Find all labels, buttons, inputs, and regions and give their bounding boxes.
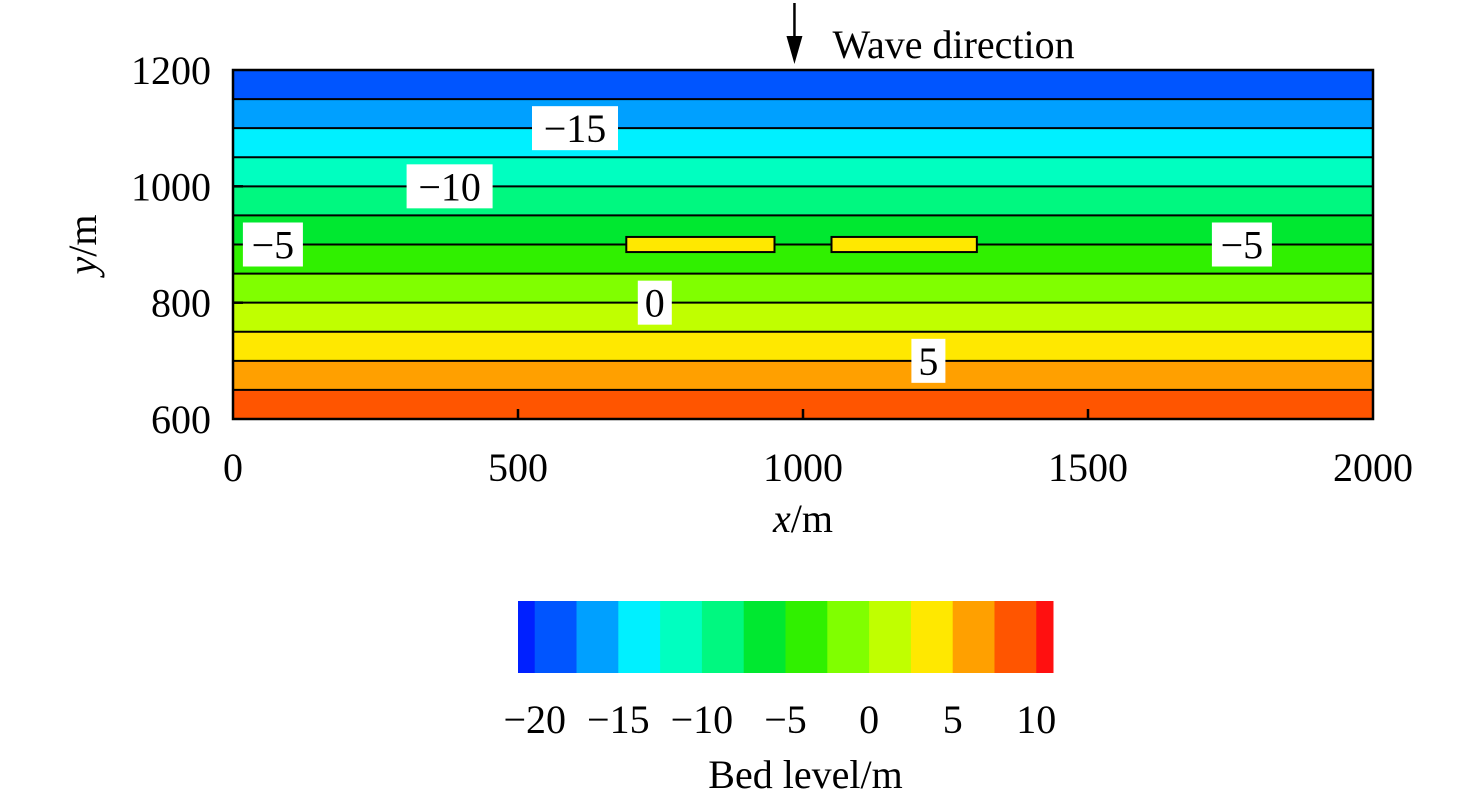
colorbar-tick-label-6: 10 [1016,697,1056,742]
colorbar-title: Bed level/m [708,752,902,797]
band-10 [233,99,1373,129]
x-tick-label-1: 500 [488,445,548,490]
y-tick-label-0: 600 [151,397,211,442]
breakwater-2 [830,235,978,254]
colorbar-segment-6 [743,601,786,673]
contour-label-text-4: 0 [645,281,665,326]
x-axis-var: x [772,496,791,541]
contour-label-0: −15 [532,106,618,151]
contour-label-text-1: −10 [418,164,481,209]
wave-direction-arrow [786,3,803,64]
band-5 [233,244,1373,275]
colorbar-segment-2 [576,601,619,673]
band-9 [233,128,1373,158]
contour-label-text-3: −5 [1221,223,1264,268]
colorbar-segment-7 [785,601,828,673]
y-tick-label-1: 800 [151,281,211,326]
colorbar-segment-4 [660,601,703,673]
wave-arrow-head [786,36,803,64]
colorbar-segment-13 [1036,601,1054,673]
x-tick-label-4: 2000 [1333,445,1413,490]
colorbar-segment-1 [534,601,578,673]
y-tick-labels: 600 800 1000 1200 [131,48,211,442]
band-8 [233,157,1373,187]
contour-label-box-3 [1211,222,1272,267]
colorbar-segment-0 [518,601,536,673]
band-2 [233,331,1373,362]
contour-label-3: −5 [1211,222,1272,268]
x-tick-label-3: 1500 [1048,445,1128,490]
colorbar-segment-11 [952,601,995,673]
colorbar-segment-5 [701,601,745,673]
band-6 [233,215,1373,245]
wave-direction-label: Wave direction [832,22,1074,67]
colorbar-tick-label-5: 5 [943,697,963,742]
y-axis-label: y/m [60,215,105,279]
colorbar: −20 −15 −10 −5 0 5 10 Bed level/m [503,601,1056,797]
contour-label-box-4 [637,280,672,325]
colorbar-tick-label-3: −5 [764,697,807,742]
breakwater-1 [625,235,776,254]
band-4 [233,273,1373,304]
contour-label-text-5: 5 [918,339,938,384]
colorbar-tick-label-4: 0 [859,697,879,742]
colorbar-segment-9 [869,601,912,673]
x-tick-label-0: 0 [223,445,243,490]
colorbar-tick-labels: −20 −15 −10 −5 0 5 10 [503,697,1056,742]
y-axis-unit: /m [60,215,105,257]
contour-label-1: −10 [406,164,493,209]
colorbar-segment-12 [994,601,1037,673]
x-tick-labels: 0 500 1000 1500 2000 [223,445,1413,490]
colorbar-segments [518,601,1054,673]
colorbar-tick-label-0: −20 [503,697,566,742]
contour-lines [233,98,1373,391]
y-tick-label-3: 1200 [131,48,211,93]
structures [625,235,978,254]
colorbar-segment-8 [827,601,870,673]
contour-label-box-2 [242,222,303,267]
x-axis-unit: /m [791,496,833,541]
axis-ticks [233,185,1090,419]
x-tick-label-2: 1000 [763,445,843,490]
contour-labels: −15 −10 −5 −5 0 5 [242,106,1272,384]
contour-label-box-5 [911,338,946,383]
contour-label-2: −5 [242,222,303,268]
contour-label-box-1 [406,164,493,209]
band-11 [233,70,1373,100]
y-axis-var: y [60,257,105,279]
band-3 [233,302,1373,333]
x-axis-label: x/m [772,496,833,541]
contour-label-box-0 [532,106,618,151]
y-tick-label-2: 1000 [131,164,211,209]
colorbar-segment-10 [910,601,954,673]
contour-label-text-2: −5 [252,223,295,268]
contour-label-4: 0 [637,280,672,326]
colorbar-tick-label-1: −15 [587,697,650,742]
band-1 [233,360,1373,391]
colorbar-tick-label-2: −10 [671,697,734,742]
contour-label-text-0: −15 [544,106,607,151]
colorbar-segment-3 [618,601,661,673]
contour-label-5: 5 [911,338,946,384]
band-7 [233,186,1373,216]
